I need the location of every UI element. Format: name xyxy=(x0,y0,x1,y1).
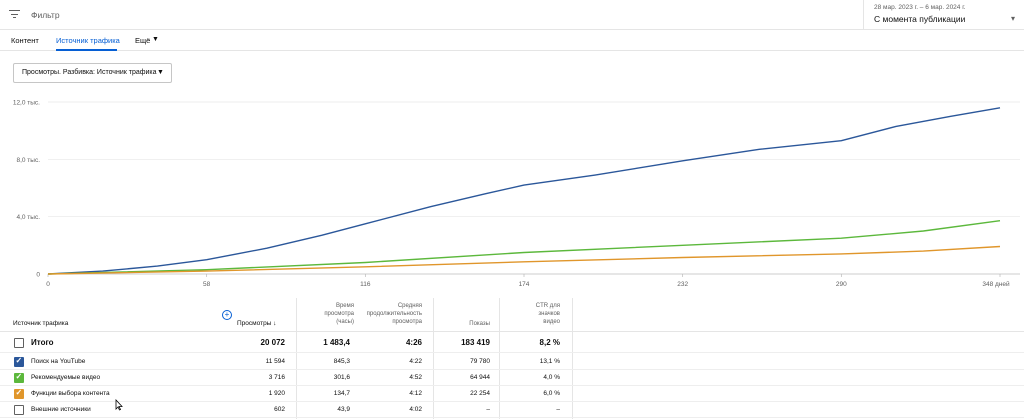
y-tick-label: 4,0 тыс. xyxy=(16,214,40,221)
cell-watch-time: 845,3 xyxy=(333,358,350,365)
filter-input[interactable]: Фильтр xyxy=(31,10,60,20)
cell-watch-time: 43,9 xyxy=(337,406,350,413)
total-checkbox[interactable] xyxy=(14,338,24,348)
header-source: Источник трафика xyxy=(13,320,69,327)
date-range-selector[interactable]: 28 мар. 2023 г. – 6 мар. 2024 г. С момен… xyxy=(863,0,1024,30)
series-line-0 xyxy=(47,107,1001,275)
cell-watch-time: 301,6 xyxy=(333,374,350,381)
x-tick-label: 116 xyxy=(360,281,371,288)
metric-dropdown[interactable]: Просмотры. Разбивка: Источник трафика ▼ xyxy=(13,63,172,83)
caret-down-icon: ▼ xyxy=(152,36,159,43)
tab-more[interactable]: Ещё xyxy=(135,36,151,45)
metric-dropdown-label: Просмотры. Разбивка: Источник трафика xyxy=(22,69,157,76)
row-label: Поиск на YouTube xyxy=(31,358,86,365)
filter-icon[interactable] xyxy=(9,9,20,19)
table-header: Источник трафика + Просмотры ↓ Время про… xyxy=(0,298,1024,332)
active-tab-indicator xyxy=(56,49,117,51)
cell-avg-duration: 4:02 xyxy=(409,406,422,413)
tab-content[interactable]: Контент xyxy=(11,36,39,45)
row-checkbox[interactable] xyxy=(14,372,24,383)
cell-avg-duration: 4:22 xyxy=(409,358,422,365)
filter-bar: Фильтр 28 мар. 2023 г. – 6 мар. 2024 г. … xyxy=(0,0,1024,30)
table-row[interactable]: Внешние источники 602 43,9 4:02 – – xyxy=(0,402,1024,418)
caret-down-icon: ▼ xyxy=(157,69,164,76)
mouse-cursor-icon xyxy=(115,399,123,411)
traffic-table: Источник трафика + Просмотры ↓ Время про… xyxy=(0,298,1024,419)
header-views[interactable]: Просмотры ↓ xyxy=(237,320,277,327)
date-range-text: 28 мар. 2023 г. – 6 мар. 2024 г. xyxy=(874,4,966,11)
y-tick-label: 12,0 тыс. xyxy=(13,100,40,107)
header-avg-duration[interactable]: Средняя продолжительность просмотра xyxy=(366,303,422,325)
x-tick-label: 290 xyxy=(836,281,847,288)
cell-views: 602 xyxy=(274,406,285,413)
cell-impressions: 79 780 xyxy=(470,358,490,365)
table-row-total: Итого 20 072 1 483,4 4:26 183 419 8,2 % xyxy=(0,332,1024,353)
date-period-label: С момента публикации xyxy=(874,14,966,24)
x-tick-label: 58 xyxy=(203,281,211,288)
header-watch-time[interactable]: Время просмотра (часы) xyxy=(324,303,354,325)
cell-views: 11 594 xyxy=(265,358,285,365)
tab-traffic-source[interactable]: Источник трафика xyxy=(56,36,120,45)
header-ctr[interactable]: CTR для значков видео xyxy=(535,303,560,325)
x-tick-label: 0 xyxy=(46,281,50,288)
cell-impressions: 64 944 xyxy=(470,374,490,381)
row-label: Итого xyxy=(31,338,54,347)
table-row[interactable]: Поиск на YouTube 11 594 845,3 4:22 79 780 13,… xyxy=(0,354,1024,370)
row-label: Рекомендуемые видео xyxy=(31,374,101,381)
x-tick-label: 348 дней xyxy=(982,280,1010,288)
cell-ctr: – xyxy=(556,406,560,413)
cell-avg-duration: 4:12 xyxy=(409,390,422,397)
add-column-icon[interactable]: + xyxy=(222,310,232,320)
cell-ctr: 4,0 % xyxy=(543,374,560,381)
cell-impressions: – xyxy=(486,406,490,413)
x-tick-label: 174 xyxy=(519,281,530,288)
y-tick-label: 0 xyxy=(36,272,40,279)
x-tick-label: 232 xyxy=(677,281,688,288)
tab-bar: Контент Источник трафика Ещё ▼ xyxy=(0,30,1024,51)
header-impressions[interactable]: Показы xyxy=(469,321,490,327)
chart-canvas: 12,0 тыс. 8,0 тыс. 4,0 тыс. 00 58 116 174 232 29… xyxy=(13,100,1020,288)
cell-avg-duration: 4:52 xyxy=(409,374,422,381)
cell-views: 3 716 xyxy=(268,374,285,381)
y-tick-label: 8,0 тыс. xyxy=(16,157,40,164)
cell-views: 1 920 xyxy=(268,390,285,397)
series-line-2 xyxy=(47,245,1001,275)
chevron-down-icon: ▾ xyxy=(1011,14,1016,23)
cell-ctr: 13,1 % xyxy=(539,358,560,365)
cell-ctr: 6,0 % xyxy=(543,390,560,397)
row-label: Функции выбора контента xyxy=(31,390,110,397)
row-label: Внешние источники xyxy=(31,406,91,413)
row-checkbox[interactable] xyxy=(14,388,24,399)
table-row[interactable]: Рекомендуемые видео 3 716 301,6 4:52 64 944 4… xyxy=(0,370,1024,386)
row-checkbox[interactable] xyxy=(14,356,24,367)
line-chart: 12,0 тыс. 8,0 тыс. 4,0 тыс. 0 0 58 116 174 232 29… xyxy=(0,90,1024,295)
table-row[interactable]: Функции выбора контента 1 920 134,7 4:12 22 … xyxy=(0,386,1024,402)
row-checkbox[interactable] xyxy=(14,405,24,415)
series-line-1 xyxy=(47,220,1001,275)
cell-impressions: 22 254 xyxy=(470,390,490,397)
cell-watch-time: 134,7 xyxy=(333,390,350,397)
